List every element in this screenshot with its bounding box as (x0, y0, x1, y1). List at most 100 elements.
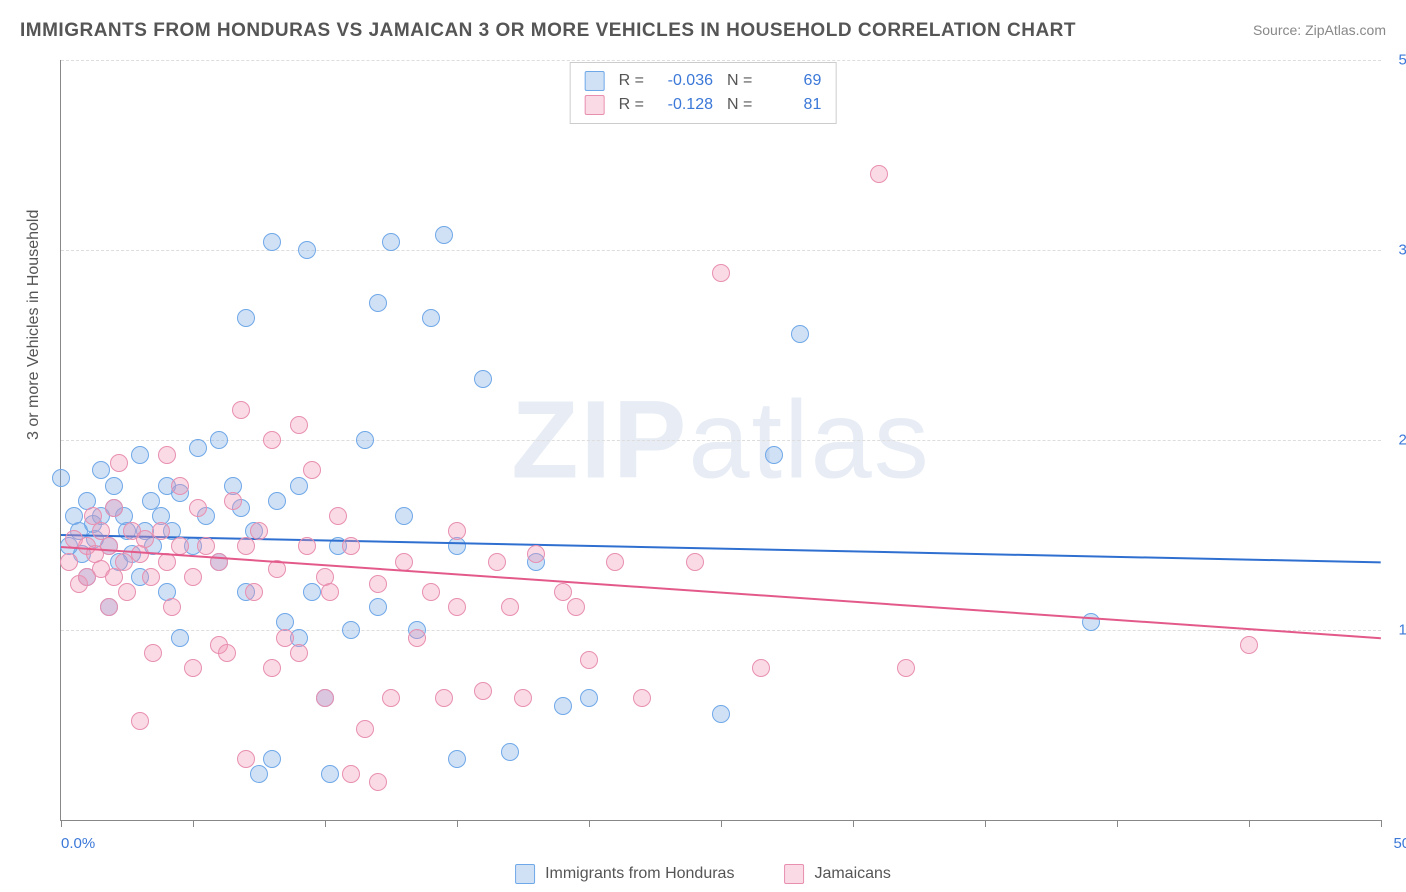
scatter-point-jamaicans (184, 659, 202, 677)
scatter-point-jamaicans (105, 568, 123, 586)
scatter-point-honduras (263, 233, 281, 251)
scatter-point-honduras (791, 325, 809, 343)
scatter-point-honduras (395, 507, 413, 525)
scatter-point-jamaicans (527, 545, 545, 563)
scatter-point-jamaicans (184, 568, 202, 586)
scatter-point-honduras (210, 431, 228, 449)
scatter-point-honduras (303, 583, 321, 601)
r-value-jamaicans: -0.128 (658, 96, 713, 114)
scatter-point-jamaicans (144, 644, 162, 662)
r-label: R = (619, 72, 644, 90)
scatter-point-jamaicans (580, 651, 598, 669)
y-tick-label: 50.0% (1386, 52, 1406, 69)
x-tick (985, 820, 986, 827)
scatter-point-jamaicans (606, 553, 624, 571)
scatter-point-jamaicans (1240, 636, 1258, 654)
scatter-point-jamaicans (131, 712, 149, 730)
scatter-point-honduras (268, 492, 286, 510)
scatter-point-jamaicans (567, 598, 585, 616)
scatter-point-jamaicans (218, 644, 236, 662)
scatter-point-jamaicans (152, 522, 170, 540)
legend-swatch-honduras (585, 71, 605, 91)
scatter-point-jamaicans (448, 598, 466, 616)
scatter-point-jamaicans (448, 522, 466, 540)
scatter-point-jamaicans (321, 583, 339, 601)
scatter-point-jamaicans (158, 446, 176, 464)
scatter-point-jamaicans (105, 499, 123, 517)
scatter-point-jamaicans (118, 583, 136, 601)
scatter-point-honduras (189, 439, 207, 457)
scatter-point-jamaicans (501, 598, 519, 616)
scatter-point-honduras (321, 765, 339, 783)
n-value-jamaicans: 81 (766, 96, 821, 114)
scatter-point-jamaicans (395, 553, 413, 571)
n-label: N = (727, 96, 752, 114)
scatter-point-honduras (105, 477, 123, 495)
scatter-point-honduras (342, 621, 360, 639)
scatter-point-jamaicans (712, 264, 730, 282)
y-tick-label: 25.0% (1386, 432, 1406, 449)
y-tick-label: 37.5% (1386, 242, 1406, 259)
scatter-point-jamaicans (290, 644, 308, 662)
legend-series: Immigrants from Honduras Jamaicans (515, 864, 891, 884)
x-axis-label-min: 0.0% (61, 835, 95, 852)
gridline (61, 250, 1381, 251)
x-tick (853, 820, 854, 827)
scatter-point-honduras (382, 233, 400, 251)
scatter-point-honduras (92, 461, 110, 479)
scatter-point-jamaicans (303, 461, 321, 479)
scatter-point-jamaicans (237, 750, 255, 768)
scatter-point-jamaicans (171, 537, 189, 555)
gridline (61, 60, 1381, 61)
r-value-honduras: -0.036 (658, 72, 713, 90)
scatter-point-jamaicans (263, 431, 281, 449)
scatter-point-jamaicans (171, 477, 189, 495)
scatter-point-jamaicans (329, 507, 347, 525)
scatter-point-jamaicans (224, 492, 242, 510)
source-label: Source: ZipAtlas.com (1253, 22, 1386, 38)
scatter-point-jamaicans (110, 454, 128, 472)
scatter-point-honduras (580, 689, 598, 707)
scatter-point-honduras (131, 446, 149, 464)
scatter-point-jamaicans (298, 537, 316, 555)
gridline (61, 630, 1381, 631)
scatter-point-honduras (765, 446, 783, 464)
scatter-point-jamaicans (210, 553, 228, 571)
legend-swatch-jamaicans (784, 864, 804, 884)
legend-stat-row-jamaicans: R =-0.128N =81 (585, 93, 822, 117)
scatter-point-jamaicans (163, 598, 181, 616)
scatter-point-jamaicans (633, 689, 651, 707)
scatter-point-jamaicans (554, 583, 572, 601)
x-tick (1249, 820, 1250, 827)
scatter-point-honduras (52, 469, 70, 487)
scatter-point-honduras (501, 743, 519, 761)
scatter-point-honduras (298, 241, 316, 259)
scatter-point-jamaicans (382, 689, 400, 707)
x-tick (61, 820, 62, 827)
scatter-point-jamaicans (342, 765, 360, 783)
y-tick-label: 12.5% (1386, 622, 1406, 639)
scatter-point-jamaicans (197, 537, 215, 555)
scatter-point-honduras (712, 705, 730, 723)
scatter-point-honduras (369, 294, 387, 312)
scatter-point-jamaicans (435, 689, 453, 707)
scatter-point-honduras (263, 750, 281, 768)
scatter-point-honduras (422, 309, 440, 327)
x-axis-label-max: 50.0% (1393, 835, 1406, 852)
scatter-point-honduras (237, 309, 255, 327)
legend-label-jamaicans: Jamaicans (814, 865, 890, 883)
scatter-point-jamaicans (142, 568, 160, 586)
scatter-point-jamaicans (263, 659, 281, 677)
x-tick (457, 820, 458, 827)
x-tick (1117, 820, 1118, 827)
legend-item-honduras: Immigrants from Honduras (515, 864, 734, 884)
scatter-point-honduras (356, 431, 374, 449)
scatter-point-jamaicans (897, 659, 915, 677)
scatter-point-jamaicans (342, 537, 360, 555)
scatter-point-jamaicans (276, 629, 294, 647)
scatter-point-jamaicans (752, 659, 770, 677)
scatter-point-honduras (290, 477, 308, 495)
scatter-point-jamaicans (369, 575, 387, 593)
scatter-point-honduras (369, 598, 387, 616)
scatter-point-jamaicans (245, 583, 263, 601)
